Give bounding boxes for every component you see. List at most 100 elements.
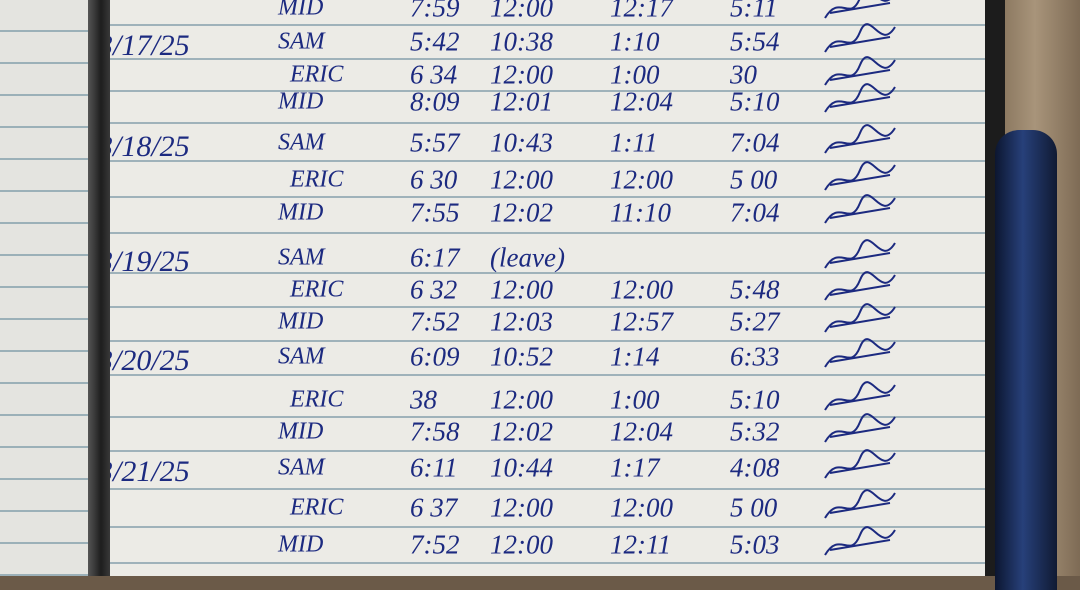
time-entry: 5:54 <box>730 26 780 57</box>
time-entry: 5:42 <box>410 26 460 57</box>
time-entry: 1:11 <box>610 127 658 158</box>
time-entry: 7:04 <box>730 197 780 228</box>
ruled-line <box>110 562 990 564</box>
time-entry: 7:52 <box>410 306 460 337</box>
employee-name: SAM <box>278 244 325 271</box>
signature <box>824 23 896 53</box>
time-entry: 10:43 <box>490 127 553 158</box>
ruled-line <box>110 58 990 60</box>
signature <box>824 194 896 224</box>
time-entry: 5 00 <box>730 164 778 195</box>
time-entry: 1:10 <box>610 26 660 57</box>
ruled-line <box>110 340 990 342</box>
time-entry: 5:10 <box>730 384 780 415</box>
signature <box>824 489 896 519</box>
ruled-line <box>110 450 990 452</box>
ruled-line <box>110 374 990 376</box>
employee-name: MID <box>278 0 324 21</box>
employee-name: ERIC <box>290 494 344 521</box>
date-label: 3/21/25 <box>110 455 190 488</box>
time-entry: 1:14 <box>610 341 660 372</box>
signature <box>824 83 896 113</box>
time-entry: 12:17 <box>610 0 673 23</box>
employee-name: SAM <box>278 454 325 481</box>
time-entry: 6:11 <box>410 452 458 483</box>
time-entry: 5 00 <box>730 492 778 523</box>
signature <box>824 161 896 191</box>
signature <box>824 0 891 19</box>
signature <box>824 526 896 556</box>
ruled-line <box>110 526 990 528</box>
time-entry: 6 34 <box>410 59 458 90</box>
time-entry: 6:09 <box>410 341 460 372</box>
employee-name: MID <box>278 418 324 445</box>
time-entry: 12:00 <box>490 492 553 523</box>
time-entry: 8:09 <box>410 86 460 117</box>
signature <box>824 413 896 443</box>
ruled-line <box>110 416 990 418</box>
signature <box>824 56 896 86</box>
signature <box>824 338 896 368</box>
time-entry: 5:11 <box>730 0 778 23</box>
left-notebook-page <box>0 0 92 576</box>
time-entry: 5:27 <box>730 306 780 337</box>
employee-name: MID <box>278 531 324 558</box>
time-entry: 12:00 <box>490 384 553 415</box>
time-entry: 10:38 <box>490 26 553 57</box>
date-label: 3/18/25 <box>110 130 190 163</box>
time-entry: 6 30 <box>410 164 458 195</box>
time-entry: 12:03 <box>490 306 553 337</box>
signature <box>824 239 896 269</box>
time-entry: 30 <box>730 59 757 90</box>
date-label: 3/17/25 <box>110 29 190 62</box>
ruled-line <box>110 24 990 26</box>
ruled-line <box>110 232 990 234</box>
time-entry: 6 32 <box>410 274 458 305</box>
time-entry: 12:00 <box>610 492 673 523</box>
time-entry: 12:00 <box>490 164 553 195</box>
time-entry: 12:01 <box>490 86 553 117</box>
time-entry: 10:52 <box>490 341 553 372</box>
ruled-line <box>110 272 990 274</box>
time-entry: 12:57 <box>610 306 673 337</box>
employee-name: MID <box>278 308 324 335</box>
notebook-gutter <box>88 0 114 576</box>
time-entry: 11:10 <box>610 197 671 228</box>
time-entry: 7:52 <box>410 529 460 560</box>
ruled-line <box>110 122 990 124</box>
time-entry: 10:44 <box>490 452 553 483</box>
time-entry: 12:00 <box>490 274 553 305</box>
ruled-line <box>110 90 990 92</box>
time-entry: 12:11 <box>610 529 671 560</box>
time-entry: 12:00 <box>610 164 673 195</box>
signature <box>824 271 896 301</box>
time-entry: 12:02 <box>490 197 553 228</box>
time-entry: 12:00 <box>610 274 673 305</box>
time-entry: 1:17 <box>610 452 660 483</box>
time-entry: 7:58 <box>410 416 460 447</box>
time-entry: 7:04 <box>730 127 780 158</box>
timesheet-page: MID 7:59 12:00 12:17 5:11 SAM 5:42 10:38 1:10 5:5… <box>110 0 990 576</box>
time-entry: 12:00 <box>490 529 553 560</box>
time-entry: 12:00 <box>490 59 553 90</box>
time-entry: 5:03 <box>730 529 780 560</box>
time-entry: 6:33 <box>730 341 780 372</box>
signature <box>824 381 896 411</box>
time-entry: 6:17 <box>410 242 460 273</box>
employee-name: SAM <box>278 129 325 156</box>
ruled-line <box>110 196 990 198</box>
time-entry: 38 <box>410 384 437 415</box>
time-entry: 7:55 <box>410 197 460 228</box>
time-entry: (leave) <box>490 242 565 273</box>
time-entry: 5:32 <box>730 416 780 447</box>
blue-pen <box>995 130 1057 590</box>
time-entry: 6 37 <box>410 492 458 523</box>
time-entry: 1:00 <box>610 384 660 415</box>
employee-name: ERIC <box>290 276 344 303</box>
signature <box>824 449 896 479</box>
signature <box>824 124 896 154</box>
employee-name: ERIC <box>290 386 344 413</box>
employee-name: ERIC <box>290 61 344 88</box>
time-entry: 7:59 <box>410 0 460 23</box>
employee-name: MID <box>278 199 324 226</box>
